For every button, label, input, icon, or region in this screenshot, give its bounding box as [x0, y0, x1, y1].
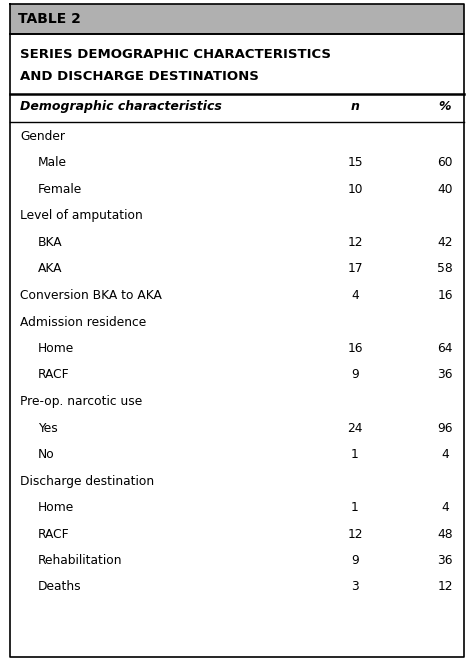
Text: 36: 36 [437, 554, 453, 567]
Text: Conversion BKA to AKA: Conversion BKA to AKA [20, 289, 162, 302]
Text: 12: 12 [437, 580, 453, 594]
Text: 9: 9 [351, 554, 359, 567]
Text: 3: 3 [351, 580, 359, 594]
Text: 1: 1 [351, 448, 359, 461]
Text: BKA: BKA [38, 236, 63, 249]
Text: 4: 4 [441, 501, 449, 514]
Bar [10, 4, 464, 34]
Text: 60: 60 [437, 157, 453, 169]
Text: 12: 12 [347, 527, 363, 541]
Text: Demographic characteristics: Demographic characteristics [20, 100, 222, 113]
Text: 96: 96 [437, 422, 453, 434]
Text: 16: 16 [347, 342, 363, 355]
Text: Female: Female [38, 183, 82, 196]
Text: AKA: AKA [38, 262, 63, 276]
Text: 15: 15 [347, 157, 363, 169]
Text: Admission residence: Admission residence [20, 315, 146, 329]
Text: 4: 4 [351, 289, 359, 302]
Text: Deaths: Deaths [38, 580, 82, 594]
Text: 24: 24 [347, 422, 363, 434]
Text: 12: 12 [347, 236, 363, 249]
Text: AND DISCHARGE DESTINATIONS: AND DISCHARGE DESTINATIONS [20, 70, 259, 83]
Text: 1: 1 [351, 501, 359, 514]
Text: RACF: RACF [38, 368, 70, 381]
Text: Home: Home [38, 342, 74, 355]
Text: Pre-op. narcotic use: Pre-op. narcotic use [20, 395, 142, 408]
Text: RACF: RACF [38, 527, 70, 541]
Text: 17: 17 [347, 262, 363, 276]
Text: No: No [38, 448, 55, 461]
Text: 36: 36 [437, 368, 453, 381]
Text: Discharge destination: Discharge destination [20, 475, 154, 488]
Text: Level of amputation: Level of amputation [20, 210, 143, 223]
Text: 10: 10 [347, 183, 363, 196]
Text: SERIES DEMOGRAPHIC CHARACTERISTICS: SERIES DEMOGRAPHIC CHARACTERISTICS [20, 48, 331, 61]
Text: 16: 16 [437, 289, 453, 302]
Text: 58: 58 [437, 262, 453, 276]
Text: Yes: Yes [38, 422, 58, 434]
Text: n: n [351, 100, 359, 113]
Text: 42: 42 [437, 236, 453, 249]
Text: 64: 64 [437, 342, 453, 355]
Text: 48: 48 [437, 527, 453, 541]
Text: %: % [439, 100, 451, 113]
Text: Rehabilitation: Rehabilitation [38, 554, 122, 567]
Text: Gender: Gender [20, 130, 65, 143]
Text: Home: Home [38, 501, 74, 514]
Text: 9: 9 [351, 368, 359, 381]
Text: 4: 4 [441, 448, 449, 461]
Text: 40: 40 [437, 183, 453, 196]
Text: TABLE 2: TABLE 2 [18, 12, 81, 26]
Text: Male: Male [38, 157, 67, 169]
